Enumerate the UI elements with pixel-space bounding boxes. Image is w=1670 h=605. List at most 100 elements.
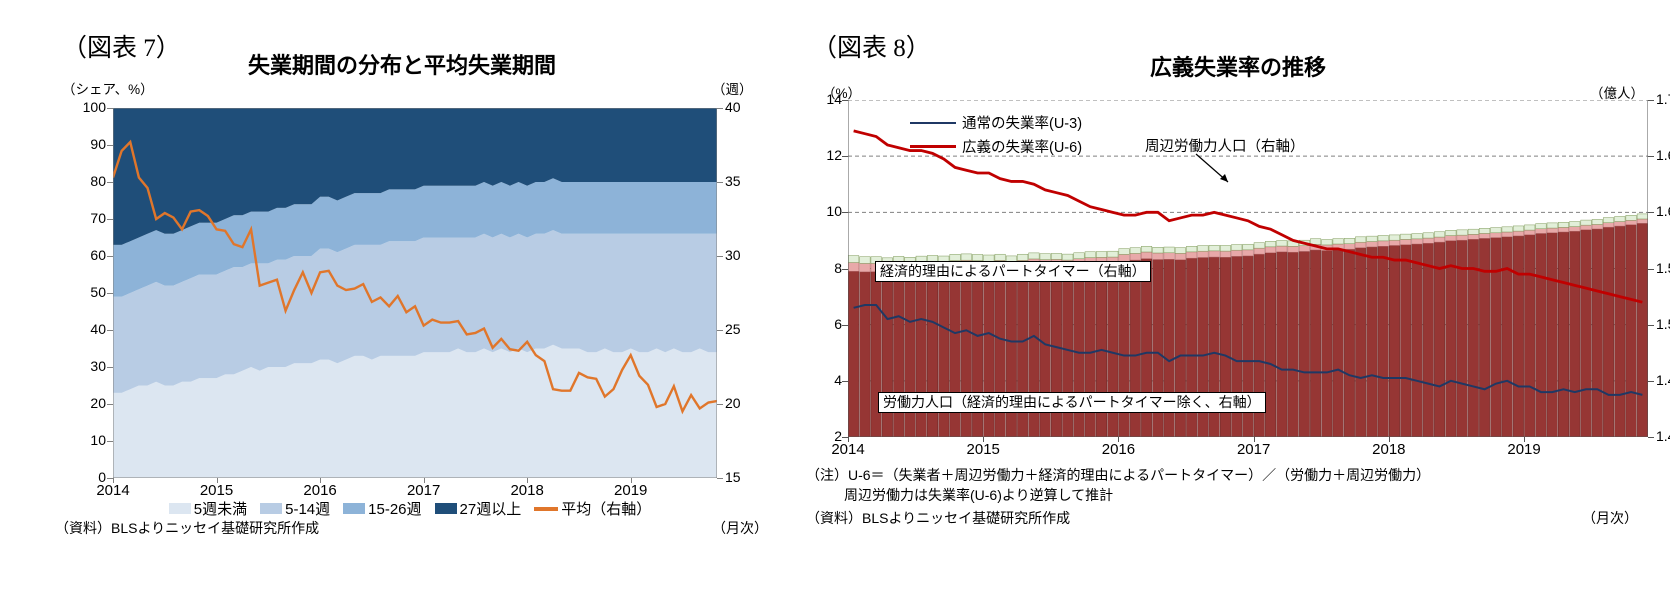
right-chart-bar-segment-1 [1636, 218, 1648, 224]
right-chart-bar-segment-1 [1174, 253, 1186, 260]
right-chart-y-left-tickmark [842, 212, 848, 214]
right-chart-bar-segment-1 [1388, 239, 1400, 246]
right-chart-bar-segment-1 [859, 263, 871, 273]
right-chart-bar-segment-0 [1614, 225, 1626, 437]
right-chart-bar-segment-2 [1603, 217, 1615, 223]
right-chart-bar-segment-2 [1558, 222, 1569, 228]
left-chart-y-left-tickmark [107, 108, 113, 109]
labor-force-label: 労働力人口（経済的理由によるパートタイマー除く、右軸） [878, 392, 1266, 414]
right-chart-bar-segment-0 [1445, 240, 1457, 437]
right-chart-bar-segment-1 [1445, 235, 1457, 241]
marginal-labor-force-arrow-icon [1195, 153, 1229, 183]
right-chart-bar-segment-0 [1591, 228, 1603, 437]
right-chart-bar-segment-1 [1287, 246, 1299, 253]
right-chart-bar-segment-2 [848, 255, 860, 263]
right-chart-bar-segment-2 [1343, 238, 1355, 244]
left-chart-y-left-tick: 30 [90, 358, 106, 374]
right-chart-y-left-tick: 12 [826, 147, 842, 164]
figure-7-panel: （図表 7） （シェア、%） 失業期間の分布と平均失業期間 （週） 100 90 8… [0, 0, 800, 605]
right-chart-bar-segment-2 [1028, 252, 1040, 260]
right-chart-bar-segment-2 [1242, 243, 1254, 251]
left-chart-left-axis-unit: （シェア、%） [62, 82, 154, 97]
right-chart-x-tickmark [983, 437, 985, 442]
right-chart-bar-segment-0 [1265, 252, 1277, 437]
right-chart-bar-segment-1 [1276, 245, 1288, 253]
right-chart-y-right-tickmark [1648, 380, 1654, 382]
left-chart-x-tickmark [216, 478, 218, 483]
right-chart-bar-segment-0 [848, 271, 860, 437]
right-chart-bar-segment-1 [1163, 252, 1175, 260]
left-chart-y-right-tickmark [717, 404, 723, 405]
right-chart-source: （資料）BLSよりニッセイ基礎研究所作成 [806, 510, 1071, 526]
right-chart-bar-segment-2 [1321, 239, 1333, 246]
right-chart-bar-segment-0 [859, 271, 871, 437]
right-chart-bar-segment-2 [1186, 246, 1198, 253]
left-chart-y-left-tick: 60 [90, 247, 106, 263]
left-chart-x-tick: 2019 [614, 482, 648, 499]
right-chart-bar-segment-2 [1152, 247, 1164, 254]
right-chart-bar-segment-1 [1343, 243, 1355, 250]
right-chart-y-left-tick: 2 [834, 428, 842, 444]
left-chart-x-tick: 2018 [510, 482, 544, 499]
right-chart-bar-segment-1 [1355, 241, 1367, 248]
right-chart-x-tick: 2015 [966, 441, 1000, 458]
left-chart-plot-area [113, 108, 717, 478]
right-chart-bar-segment-2 [1524, 224, 1536, 231]
legend-label-1: 5-14週 [285, 501, 331, 518]
left-chart-area-2 [113, 178, 717, 297]
legend-line-u3 [910, 121, 956, 124]
right-chart-title: 広義失業率の推移 [1150, 55, 1327, 80]
right-chart-y-left-tickmark [842, 380, 848, 382]
right-chart-line-u6 [853, 129, 1643, 304]
right-chart-bar-segment-2 [1141, 246, 1153, 253]
right-chart-bar-segment-1 [1129, 253, 1141, 261]
right-chart-bar-segment-2 [1377, 235, 1389, 242]
right-chart-y-left-tickmark [842, 100, 848, 101]
left-chart-x-tickmark [527, 478, 529, 483]
right-chart-bar-segment-2 [1490, 227, 1502, 234]
right-chart-bar-segment-1 [1456, 234, 1468, 241]
right-chart-y-right-tick: 1.55 [1656, 259, 1670, 276]
left-chart-y-left-tickmark [107, 404, 113, 405]
right-chart-y-left-tick: 8 [834, 259, 842, 276]
left-chart-average-line [113, 139, 717, 415]
right-chart-note-line1: （注）U-6＝（失業者＋周辺労働力＋経済的理由によるパートタイマー）／（労働力＋… [806, 467, 1431, 483]
right-chart-bar-segment-0 [1310, 249, 1322, 437]
right-chart-y-left-tickmark [842, 268, 848, 270]
left-chart-y-left-tick: 0 [98, 469, 106, 485]
right-chart-bar-segment-2 [1411, 233, 1423, 240]
right-chart-bar-segment-2 [1580, 219, 1592, 226]
left-chart-frequency-note: （月次） [712, 520, 768, 536]
right-chart-bar-segment-2 [972, 254, 984, 261]
figure-8-panel: （図表 8） （%） 広義失業率の推移 （億人） 14 12 10 8 6 4 2 1.70… [800, 0, 1670, 605]
left-chart-legend-item: 27週以上 [434, 498, 522, 519]
left-chart-y-right-tick: 20 [725, 395, 741, 411]
left-chart-legend-item: 平均（右軸） [534, 498, 651, 519]
left-chart-x-tick: 2015 [199, 482, 234, 499]
right-chart-bar-segment-0 [1388, 245, 1400, 437]
right-chart-note-line2: 周辺労働力は失業率(U-6)より逆算して推計 [844, 487, 1114, 503]
left-chart-y-right-tickmark [717, 108, 723, 109]
legend-label-3: 27週以上 [459, 501, 522, 518]
right-chart-bar-segment-2 [1614, 216, 1626, 222]
left-chart-area-1 [113, 230, 717, 393]
left-chart-legend-item: 5週未満 [168, 498, 247, 519]
right-chart-bar-segment-2 [1445, 230, 1457, 236]
right-chart-frequency-note: （月次） [1582, 510, 1638, 526]
right-chart-bar-segment-2 [1276, 240, 1288, 247]
right-chart-bar-segment-1 [1400, 239, 1412, 245]
right-chart-bar-segment-1 [1524, 229, 1536, 236]
left-chart-y-left-tick: 90 [90, 136, 106, 152]
legend-line-u6 [910, 145, 956, 148]
left-chart-area-3 [113, 108, 717, 245]
right-chart-bar-segment-0 [1535, 233, 1547, 437]
left-chart-y-right-tickmark [717, 256, 723, 257]
right-chart-bar-segment-2 [1310, 238, 1322, 245]
right-chart-x-tickmark [1253, 437, 1255, 442]
left-chart-y-left-tick: 80 [90, 173, 106, 189]
right-chart-x-tickmark [1388, 437, 1390, 442]
right-chart-y-left-tickmark [842, 324, 848, 326]
legend-swatch-3 [434, 503, 457, 514]
right-chart-bar-segment-1 [1501, 231, 1513, 238]
right-chart-bar-segment-0 [1298, 251, 1310, 437]
